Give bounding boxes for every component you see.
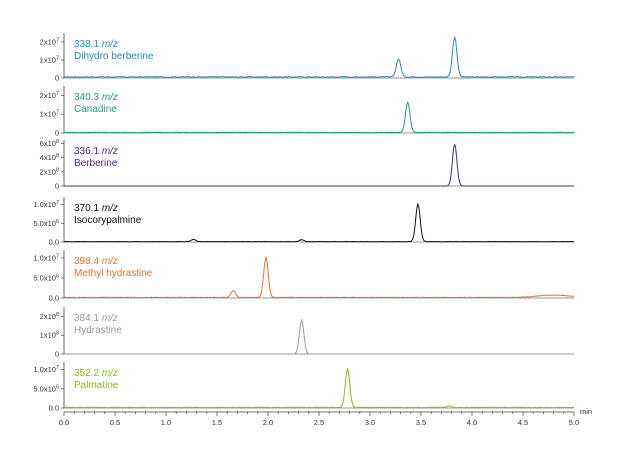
compound-label: Isocorypalmine (74, 215, 142, 226)
trace-line (64, 35, 575, 78)
y-tick-label: 2x107 (40, 91, 59, 100)
x-tick-label: 3.0 (365, 418, 375, 427)
y-tick-label: 2x108 (40, 312, 59, 321)
trace-line (63, 100, 575, 134)
y-tick-label: 0 (55, 74, 59, 83)
y-tick-label: 1.0x107 (33, 254, 59, 263)
y-tick-label: 0.0 (49, 238, 59, 247)
x-tick-label: 4.0 (467, 418, 477, 427)
compound-label: Dihydro berberine (74, 51, 154, 62)
y-tick-label: 5.0x106 (33, 219, 59, 228)
mz-label: 352.2 m/z (74, 368, 118, 379)
trace-line (64, 318, 574, 355)
x-tick-label: 0.0 (59, 418, 69, 427)
compound-label: Berberine (74, 158, 118, 169)
y-tick-label: 0.0 (49, 294, 59, 303)
compound-label: Hydrastine (74, 325, 122, 336)
x-tick-label: 2.5 (314, 418, 324, 427)
y-tick-label: 1.0x107 (33, 200, 59, 209)
y-tick-label: 1x107 (40, 56, 59, 65)
y-tick-label: 2x107 (40, 38, 59, 47)
x-tick-label: 1.5 (212, 418, 222, 427)
y-tick-label: 0 (55, 129, 59, 138)
mz-label: 336.1 m/z (74, 146, 118, 157)
x-tick-label: 0.5 (110, 418, 120, 427)
y-tick-label: 5.0x106 (33, 274, 59, 283)
trace-line (63, 367, 575, 409)
mz-label: 338.1 m/z (74, 39, 118, 50)
trace-line (64, 202, 574, 243)
y-tick-label: 1x108 (40, 331, 59, 340)
y-tick-label: 6x108 (40, 139, 59, 148)
x-tick-label: 1.0 (161, 418, 171, 427)
y-tick-label: 0 (55, 350, 59, 359)
y-tick-label: 0.0 (49, 404, 59, 413)
trace-line (64, 144, 574, 187)
mz-label: 384.1 m/z (74, 313, 118, 324)
x-tick-label: 2.0 (263, 418, 273, 427)
y-tick-label: 4x108 (40, 153, 59, 162)
x-tick-label: 5.0 (569, 418, 579, 427)
trace-line (63, 255, 575, 299)
y-tick-label: 1x107 (40, 110, 59, 119)
mz-label: 370.1 m/z (74, 203, 118, 214)
compound-label: Palmatine (74, 380, 119, 391)
y-tick-label: 5.0x106 (33, 384, 59, 393)
y-tick-label: 0 (55, 182, 59, 191)
mz-label: 340.3 m/z (74, 92, 118, 103)
compound-label: Canadine (74, 104, 117, 115)
x-tick-label: 4.5 (518, 418, 528, 427)
mz-label: 398.4 m/z (74, 256, 118, 267)
x-unit-label: min (580, 407, 592, 416)
x-tick-label: 3.5 (416, 418, 426, 427)
y-tick-label: 1.0x107 (33, 365, 59, 374)
compound-label: Methyl hydrastine (74, 268, 153, 279)
y-tick-label: 2x108 (40, 167, 59, 176)
